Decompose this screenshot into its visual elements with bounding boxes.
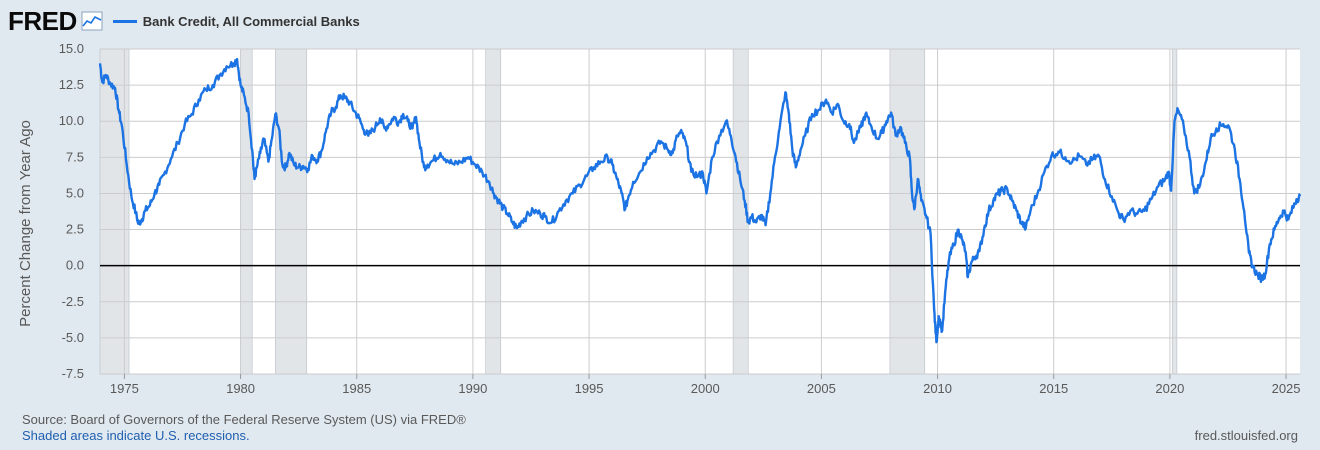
y-tick-label: 5.0: [66, 185, 84, 200]
x-tick-label: 1995: [575, 381, 604, 396]
y-tick-label: 12.5: [59, 77, 84, 92]
y-tick-label: 15.0: [59, 41, 84, 56]
y-tick-label: 7.5: [66, 149, 84, 164]
recession-band: [889, 48, 926, 375]
x-tick-label: 1975: [110, 381, 139, 396]
x-tick-label: 2020: [1155, 381, 1184, 396]
y-tick-label: -2.5: [62, 294, 84, 309]
recession-band: [1171, 48, 1178, 375]
line-chart-icon: [81, 11, 103, 31]
series-line[interactable]: [98, 57, 1302, 344]
recession-shading: [99, 48, 1178, 375]
x-tick-label: 1990: [458, 381, 487, 396]
y-tick-label: 0.0: [66, 258, 84, 273]
y-tick-label: 2.5: [66, 222, 84, 237]
series-group: [98, 57, 1302, 344]
x-tick-label: 1980: [226, 381, 255, 396]
x-tick-label: 2000: [691, 381, 720, 396]
y-tick-label: -5.0: [62, 330, 84, 345]
fred-logo[interactable]: FRED: [8, 6, 77, 36]
x-tick-label: 2015: [1039, 381, 1068, 396]
chart-header: FRED Bank Credit, All Commercial Banks: [8, 6, 360, 36]
x-tick-label: 2010: [923, 381, 952, 396]
recession-band: [485, 48, 502, 375]
recession-band: [275, 48, 308, 375]
chart-legend: Bank Credit, All Commercial Banks: [112, 13, 360, 29]
x-tick-label: 1985: [342, 381, 371, 396]
x-tick-label: 2025: [1272, 381, 1301, 396]
recession-band: [240, 48, 253, 375]
y-axis-title: Percent Change from Year Ago: [17, 120, 34, 327]
chart-footer: Source: Board of Governors of the Federa…: [22, 412, 466, 444]
y-tick-label: 10.0: [59, 113, 84, 128]
x-axis-ticks: 1975 1980 1985 1990 1995 2000 2005 2010 2015 2020…: [110, 374, 1301, 396]
site-link[interactable]: fred.stlouisfed.org: [1194, 428, 1298, 443]
legend-series-label: Bank Credit, All Commercial Banks: [142, 13, 360, 29]
source-note: Source: Board of Governors of the Federa…: [22, 412, 466, 427]
y-axis-ticks: 15.0 12.5 10.0 7.5 5.0 2.5 0.0 -2.5 -5.0 -7.5: [59, 41, 84, 381]
recession-note[interactable]: Shaded areas indicate U.S. recessions.: [22, 428, 250, 443]
legend-swatch: [112, 19, 137, 23]
x-tick-label: 2005: [807, 381, 836, 396]
y-tick-label: -7.5: [62, 366, 84, 381]
